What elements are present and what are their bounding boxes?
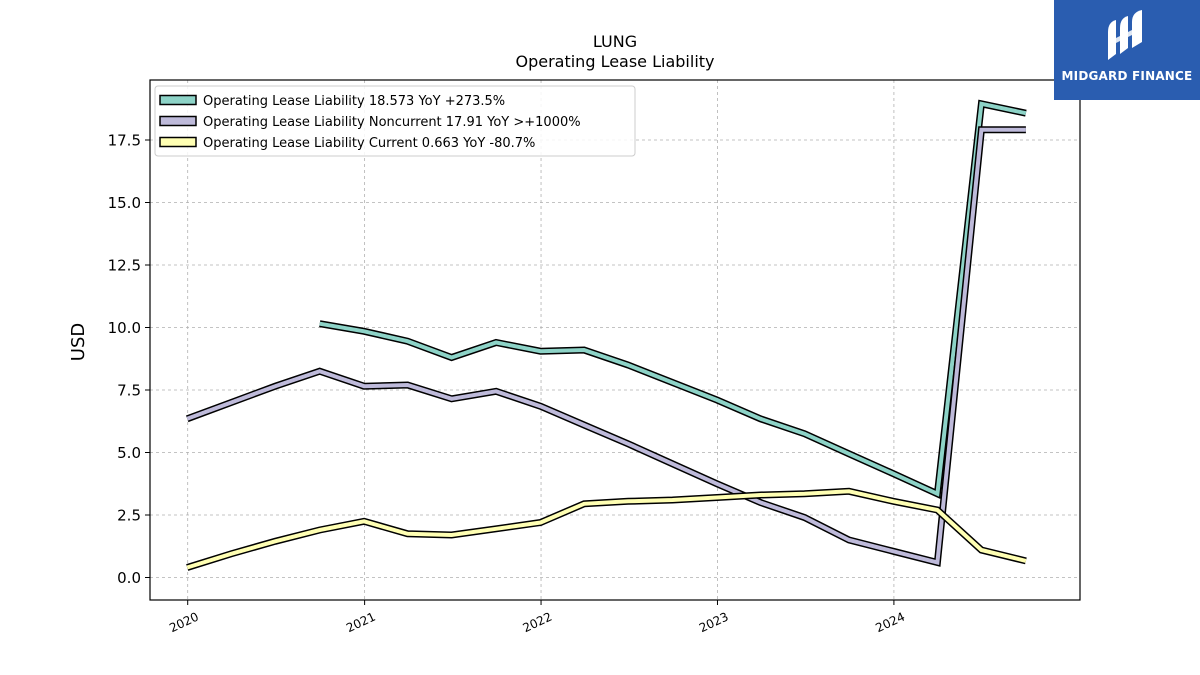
brand-logo: MIDGARD FINANCE bbox=[1054, 0, 1200, 100]
plot-area bbox=[150, 80, 1080, 600]
midgard-logo-icon bbox=[1108, 10, 1142, 60]
legend-box bbox=[154, 85, 636, 157]
legend-swatch-2 bbox=[159, 115, 197, 127]
legend-swatch-1 bbox=[159, 94, 197, 106]
y-tick-label: 7.5 bbox=[117, 382, 141, 400]
y-tick-label: 12.5 bbox=[108, 257, 141, 275]
x-tick-label: 2020 bbox=[167, 610, 201, 636]
series-line-2 bbox=[186, 127, 1026, 566]
y-tick-label: 10.0 bbox=[108, 319, 141, 337]
x-tick-label: 2021 bbox=[344, 610, 378, 636]
series-line-1 bbox=[319, 101, 1027, 497]
y-axis-label: USD bbox=[68, 323, 89, 361]
y-tick-label: 15.0 bbox=[108, 194, 141, 212]
y-tick-label: 5.0 bbox=[117, 444, 141, 462]
y-tick-label: 0.0 bbox=[117, 569, 141, 587]
y-tick-label: 17.5 bbox=[108, 132, 141, 150]
legend-label-3: Operating Lease Liability Current 0.663 … bbox=[203, 136, 535, 151]
legend-label-1: Operating Lease Liability 18.573 YoY +27… bbox=[203, 94, 505, 109]
x-tick-label: 2022 bbox=[521, 610, 555, 636]
logo-text: MIDGARD FINANCE bbox=[1061, 69, 1193, 83]
chart-title: LUNG bbox=[592, 32, 638, 51]
x-tick-label: 2023 bbox=[697, 610, 731, 636]
legend-label-2: Operating Lease Liability Noncurrent 17.… bbox=[203, 115, 581, 130]
series-line-3 bbox=[186, 489, 1027, 570]
chart-subtitle: Operating Lease Liability bbox=[515, 52, 715, 71]
legend-swatch-3 bbox=[159, 136, 197, 148]
x-tick-label: 2024 bbox=[873, 610, 907, 636]
plot-frame bbox=[149, 79, 1081, 601]
y-tick-label: 2.5 bbox=[117, 507, 141, 525]
